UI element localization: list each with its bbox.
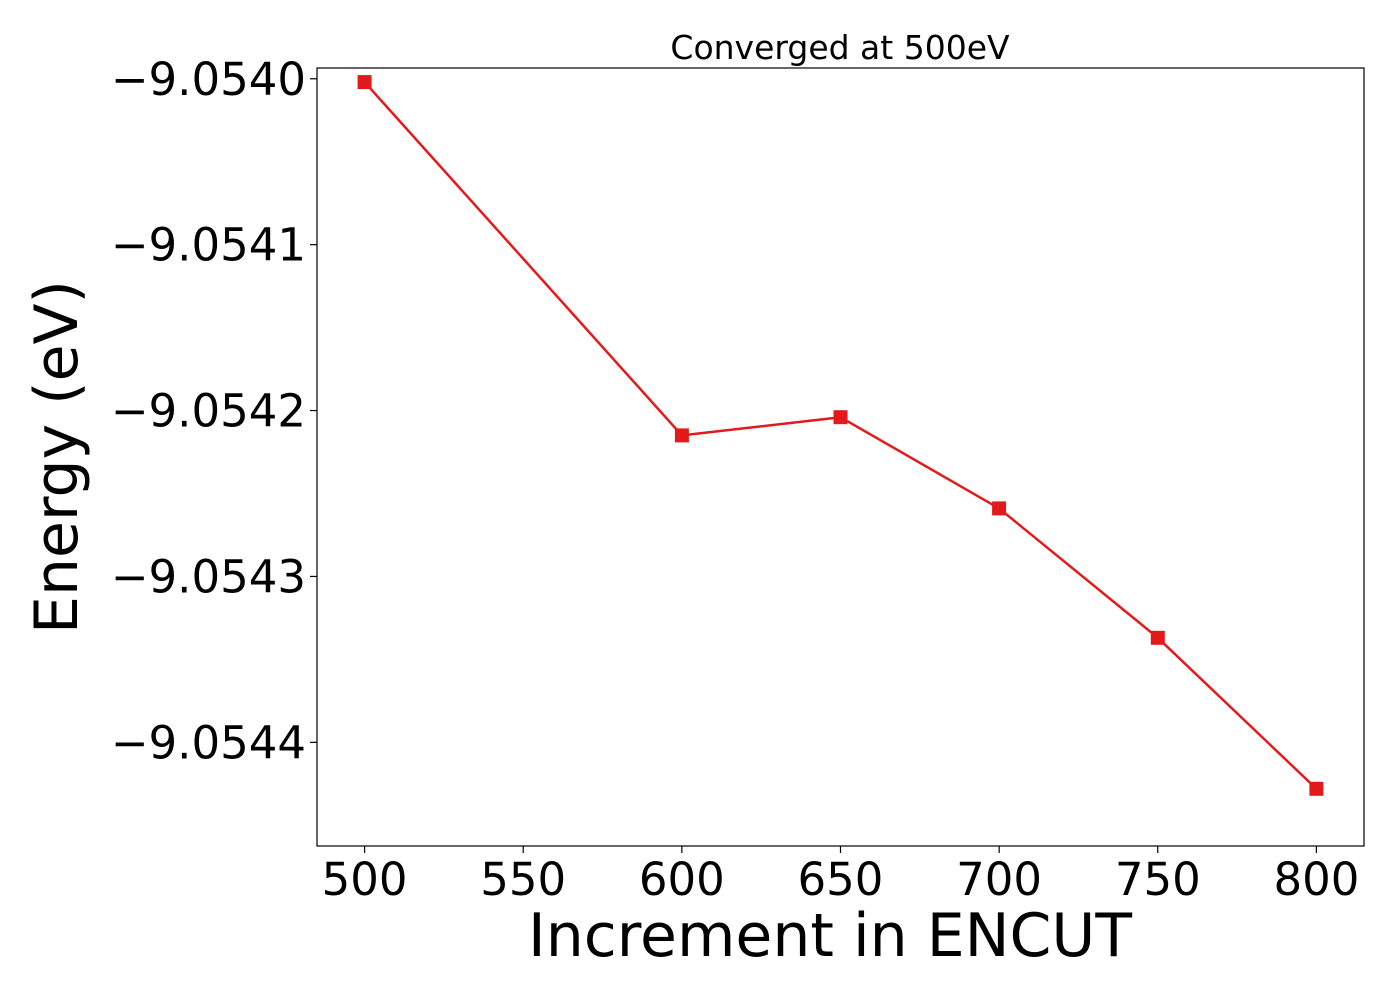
data-point — [992, 501, 1007, 516]
data-point — [833, 410, 848, 425]
data-point — [357, 75, 372, 90]
x-tick-label: 500 — [322, 853, 408, 906]
data-point — [1150, 630, 1165, 645]
x-axis-ticks: 500 550 600 650 700 750 800 — [322, 846, 1359, 906]
series-line — [363, 81, 1318, 790]
y-tick-label: −9.0542 — [111, 385, 306, 438]
y-axis-label: Energy (eV) — [22, 280, 92, 634]
data-point — [674, 428, 689, 443]
data-point — [1309, 781, 1324, 796]
x-tick-label: 800 — [1273, 853, 1359, 906]
x-tick-label: 750 — [1115, 853, 1201, 906]
x-tick-label: 700 — [956, 853, 1042, 906]
plot-background — [317, 68, 1364, 846]
y-tick-label: −9.0541 — [111, 219, 306, 272]
chart-title: Converged at 500eV — [670, 28, 1010, 67]
y-axis-ticks: −9.0540 −9.0541 −9.0542 −9.0543 −9.0544 — [111, 53, 317, 769]
x-tick-label: 550 — [480, 853, 566, 906]
x-axis-label: Increment in ENCUT — [528, 901, 1132, 971]
y-tick-label: −9.0544 — [111, 716, 306, 769]
x-tick-label: 650 — [798, 853, 884, 906]
y-tick-label: −9.0543 — [111, 550, 306, 603]
y-tick-label: −9.0540 — [111, 53, 306, 106]
marks-layer — [357, 75, 1324, 796]
x-tick-label: 600 — [639, 853, 725, 906]
